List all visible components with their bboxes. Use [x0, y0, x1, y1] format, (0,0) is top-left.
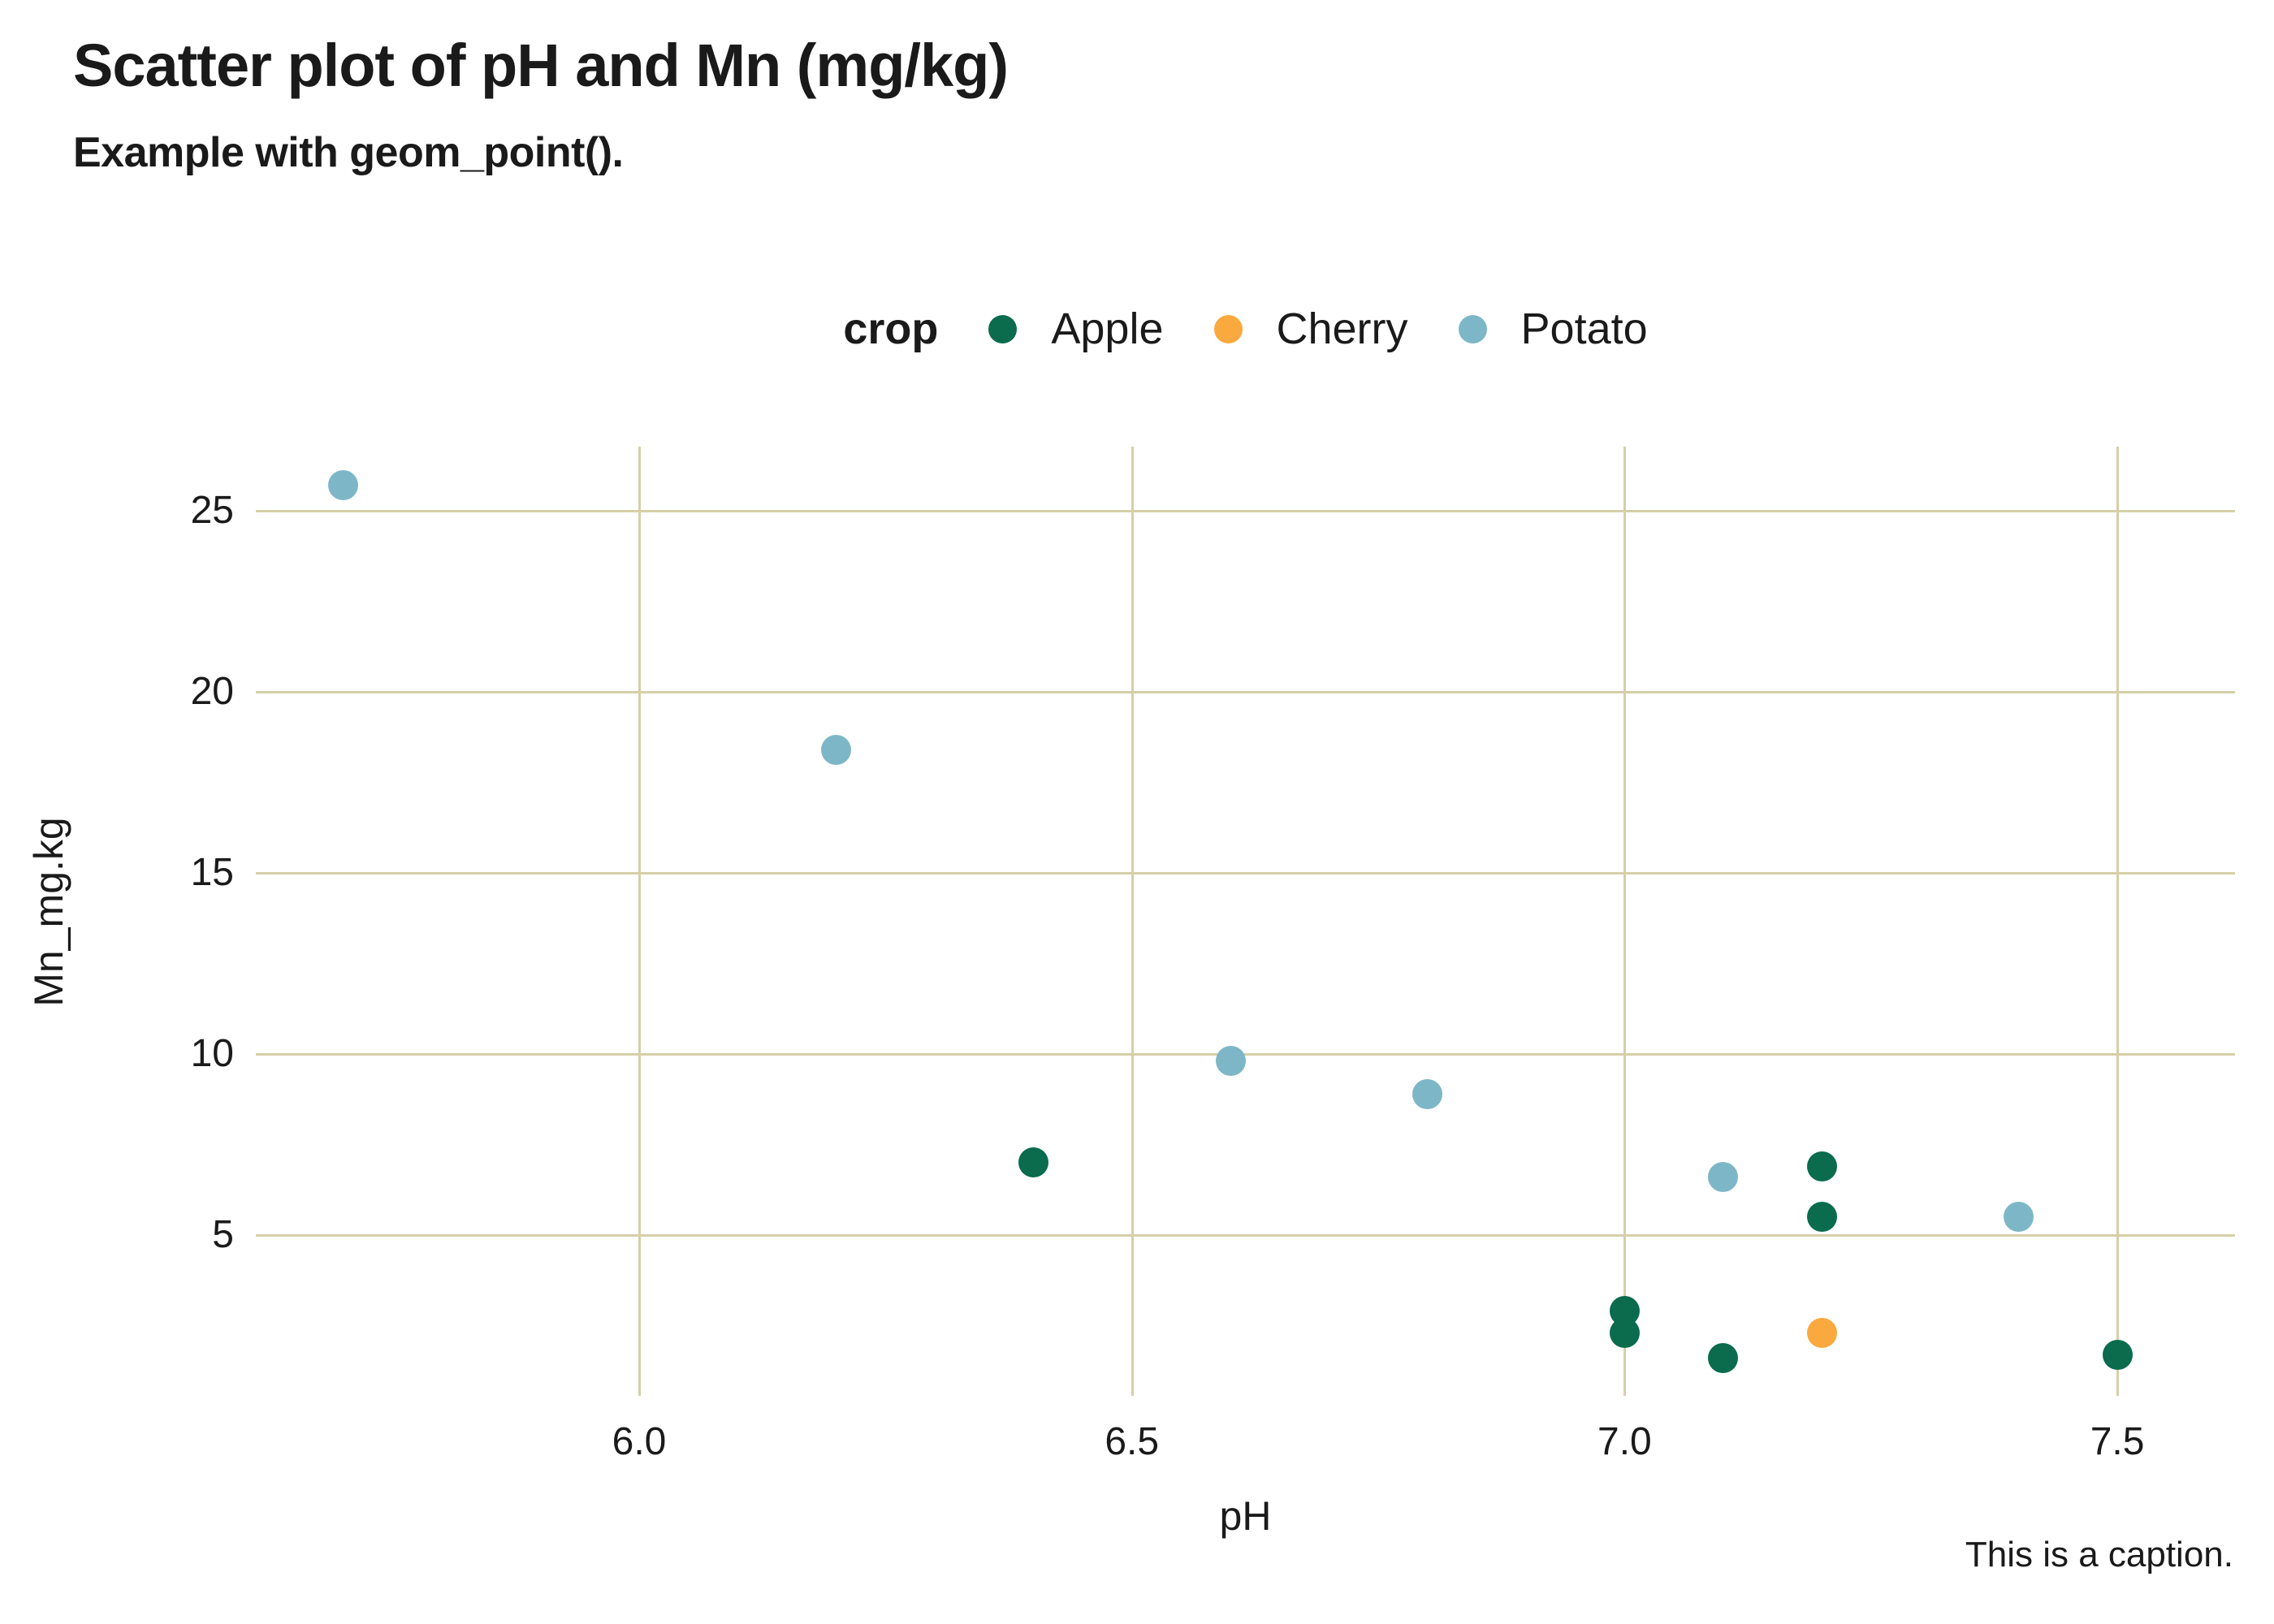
data-point-potato — [1412, 1078, 1443, 1109]
legend-label: Apple — [1051, 304, 1164, 353]
data-point-apple — [2102, 1339, 2133, 1370]
legend-item-potato: Potato — [1458, 304, 1648, 354]
data-point-apple — [1806, 1151, 1837, 1181]
data-point-apple — [1609, 1317, 1640, 1348]
legend-dot-potato — [1458, 314, 1487, 343]
legend-item-cherry: Cherry — [1213, 304, 1408, 354]
y-gridline-25 — [256, 510, 2235, 512]
x-tick-label: 6.0 — [612, 1420, 667, 1463]
x-tick-label: 7.5 — [2090, 1420, 2145, 1463]
x-gridline-7.0 — [1623, 447, 1627, 1378]
data-point-potato — [2004, 1202, 2034, 1233]
legend-dot-apple — [988, 314, 1018, 343]
x-tick-mark — [638, 1378, 641, 1396]
y-axis-title: Mn_mg.kg — [26, 817, 71, 1007]
y-tick-label: 15 — [190, 851, 234, 894]
y-tick-label: 10 — [190, 1032, 234, 1075]
chart-title: Scatter plot of pH and Mn (mg/kg) — [73, 32, 1009, 99]
y-tick-label: 5 — [212, 1213, 234, 1256]
x-gridline-7.5 — [2116, 447, 2120, 1378]
y-tick-label: 20 — [190, 670, 234, 713]
legend: crop Apple Cherry Potato — [256, 292, 2235, 365]
y-gridline-15 — [256, 872, 2235, 875]
y-gridline-20 — [256, 691, 2235, 693]
x-tick-mark — [1623, 1378, 1627, 1396]
data-point-potato — [821, 734, 852, 765]
data-point-apple — [1806, 1202, 1837, 1233]
y-gridline-5 — [256, 1234, 2235, 1237]
data-point-potato — [328, 470, 359, 501]
data-point-cherry — [1806, 1317, 1837, 1348]
chart-subtitle: Example with geom_point(). — [73, 129, 624, 176]
x-gridline-6.0 — [638, 447, 641, 1378]
x-tick-label: 7.0 — [1597, 1420, 1652, 1463]
legend-label: Potato — [1520, 304, 1648, 353]
legend-title: crop — [843, 304, 939, 353]
x-tick-mark — [1131, 1378, 1134, 1396]
legend-dot-cherry — [1213, 314, 1243, 343]
data-point-potato — [1708, 1162, 1739, 1193]
legend-label: Cherry — [1276, 304, 1408, 353]
y-tick-label: 25 — [190, 489, 234, 532]
data-point-apple — [1018, 1147, 1048, 1178]
chart-caption: This is a caption. — [1965, 1535, 2233, 1574]
x-tick-label: 6.5 — [1105, 1420, 1160, 1463]
plot-panel — [256, 447, 2235, 1378]
data-point-apple — [1708, 1343, 1739, 1374]
y-gridline-10 — [256, 1053, 2235, 1056]
x-axis-title: pH — [1219, 1493, 1272, 1539]
x-gridline-6.5 — [1131, 447, 1134, 1378]
x-tick-mark — [2116, 1378, 2120, 1396]
legend-item-apple: Apple — [988, 304, 1164, 354]
data-point-potato — [1215, 1046, 1246, 1077]
